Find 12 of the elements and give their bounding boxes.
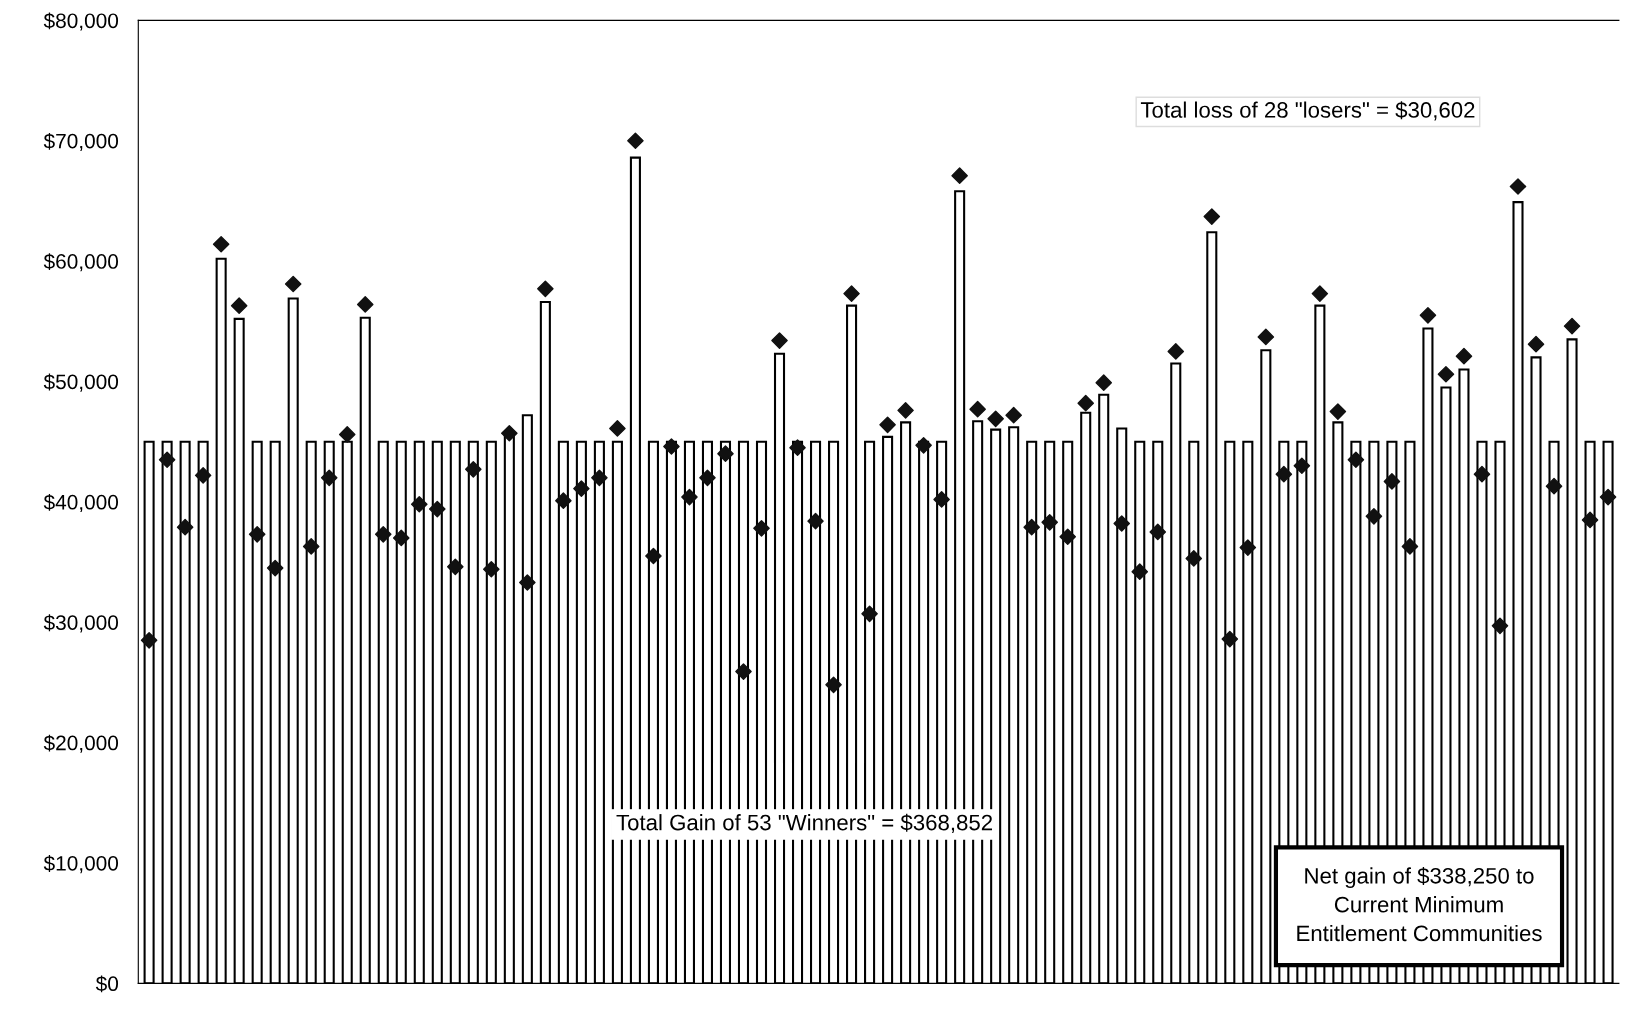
y-tick-label: $40,000 [43, 493, 119, 513]
annotation: Total loss of 28 "losers" = $30,602 [1140, 101, 1475, 121]
y-tick-label: $0 [95, 975, 119, 993]
y-tick-label: $70,000 [43, 132, 119, 151]
y-tick-label: $80,000 [43, 12, 119, 31]
y-tick-label: $20,000 [43, 734, 119, 753]
annotation: Total Gain of 53 "Winners" = $368,852 [616, 813, 992, 834]
y-tick-label: $30,000 [43, 614, 119, 633]
annotation: Net gain of $338,250 to Current Minimum Entitlement Communities [1297, 867, 1542, 942]
y-tick-label: $10,000 [43, 855, 119, 874]
y-tick-label: $50,000 [43, 373, 119, 392]
y-tick-label: $60,000 [43, 253, 119, 272]
